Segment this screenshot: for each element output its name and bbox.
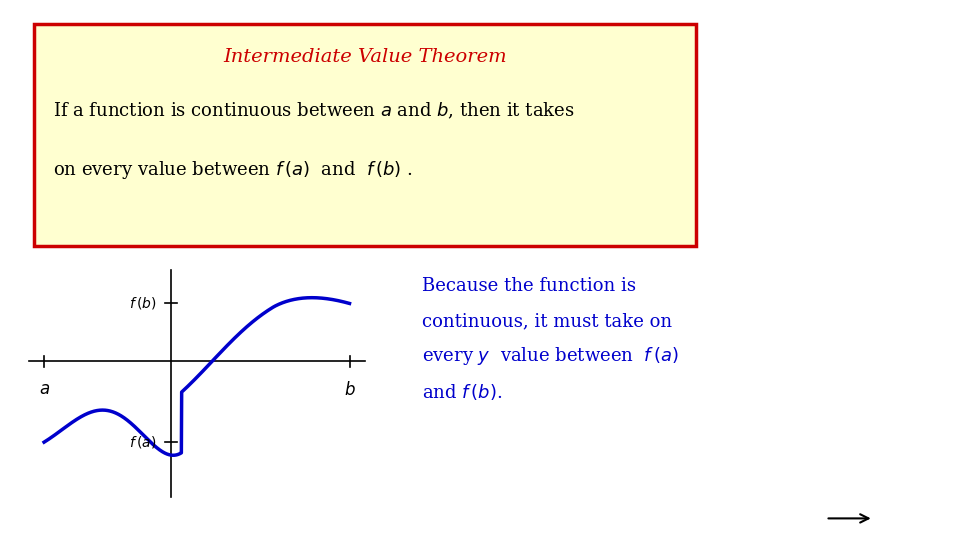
- Text: and $f\,(b)$.: and $f\,(b)$.: [422, 381, 503, 402]
- Text: on every value between $f\,(a)$  and  $f\,(b)$ .: on every value between $f\,(a)$ and $f\,…: [53, 159, 413, 181]
- Text: $f\,(b)$: $f\,(b)$: [129, 295, 156, 312]
- Text: $b$: $b$: [344, 381, 355, 399]
- Text: continuous, it must take on: continuous, it must take on: [422, 312, 673, 330]
- Text: every $y$  value between  $f\,(a)$: every $y$ value between $f\,(a)$: [422, 346, 679, 367]
- Text: Because the function is: Because the function is: [422, 277, 636, 295]
- Text: Intermediate Value Theorem: Intermediate Value Theorem: [223, 48, 507, 66]
- FancyBboxPatch shape: [34, 24, 696, 246]
- Text: $a$: $a$: [38, 381, 50, 398]
- Text: If a function is continuous between $a$ and $b$, then it takes: If a function is continuous between $a$ …: [53, 100, 574, 121]
- Text: $f\,(a)$: $f\,(a)$: [129, 434, 156, 450]
